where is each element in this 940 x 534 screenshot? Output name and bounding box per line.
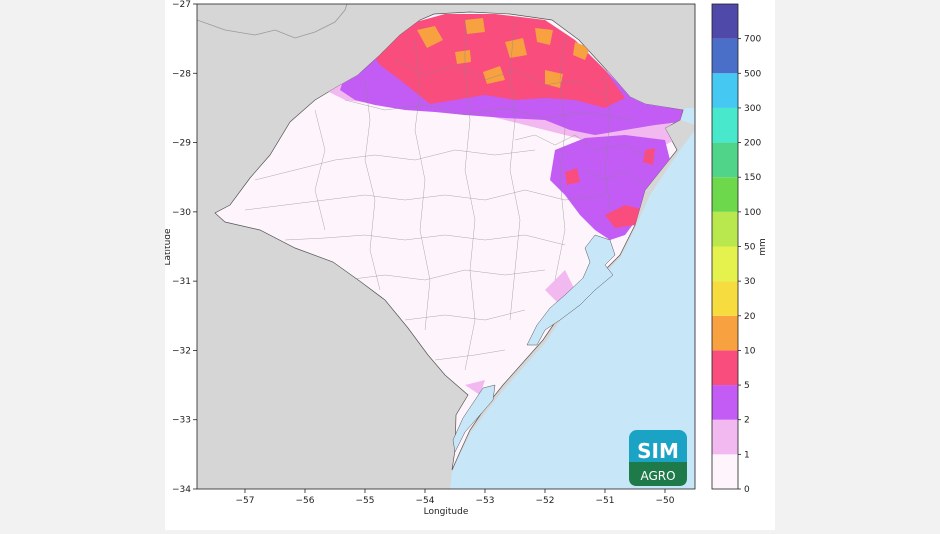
x-tick-label: −51 (596, 496, 615, 506)
y-tick-label: −32 (172, 346, 191, 356)
map-figure: −57 −56 −55 −54 −53 −52 −51 −50 −27 −28 −29 −30 −31… (163, 0, 775, 530)
x-axis: −57 −56 −55 −54 −53 −52 −51 −50 (236, 489, 675, 506)
colorbar-label: 300 (744, 104, 761, 114)
colorbar-segment (712, 142, 738, 178)
x-tick-label: −55 (356, 496, 375, 506)
colorbar-segment (712, 211, 738, 247)
colorbar-label: 1 (744, 450, 750, 460)
colorbar-segment (712, 4, 738, 39)
colorbar-segment (712, 281, 738, 316)
rain-zone-5-10-east (565, 148, 655, 228)
y-tick-label: −28 (172, 69, 191, 79)
x-tick-label: −56 (296, 496, 315, 506)
colorbar-label: 5 (744, 381, 750, 391)
colorbar-unit-label: mm (758, 238, 768, 256)
x-tick-label: −52 (536, 496, 555, 506)
colorbar-segment (712, 419, 738, 455)
lagoon-mirim (452, 384, 496, 453)
y-tick-label: −29 (172, 139, 191, 149)
map-svg: −57 −56 −55 −54 −53 −52 −51 −50 −27 −28 −29 −30 −31… (163, 0, 768, 517)
y-axis-label: Latitude (165, 228, 173, 266)
colorbar-label: 30 (744, 277, 756, 287)
colorbar-segment (712, 246, 738, 282)
y-tick-label: −34 (172, 485, 191, 495)
colorbar-label: 700 (744, 35, 761, 45)
y-tick-label: −33 (172, 416, 191, 426)
simagro-logo: SIM AGRO (629, 430, 687, 486)
colorbar-label: 10 (744, 346, 756, 356)
colorbar-segment (712, 107, 738, 143)
municipal-boundaries (244, 19, 656, 371)
y-tick-label: −30 (172, 208, 191, 218)
colorbar-segment (712, 38, 738, 74)
x-axis-label: Longitude (424, 507, 469, 517)
lagoon-patos (526, 234, 616, 346)
colorbar-label: 100 (744, 208, 761, 218)
neighbour-border (197, 4, 348, 39)
colorbar-label: 2 (744, 416, 750, 426)
colorbar-label: 0 (744, 485, 750, 495)
rain-zone-1-2-south (465, 270, 575, 450)
x-tick-label: −53 (476, 496, 495, 506)
colorbar-label: 500 (744, 69, 761, 79)
colorbar-segment (712, 315, 738, 351)
y-axis: −27 −28 −29 −30 −31 −32 −33 −34 (172, 0, 197, 495)
colorbar-label: 150 (744, 173, 761, 183)
x-tick-label: −57 (236, 496, 255, 506)
x-tick-label: −50 (656, 496, 675, 506)
colorbar-label: 50 (744, 243, 756, 253)
colorbar-segment (712, 73, 738, 108)
logo-line2: AGRO (640, 469, 675, 483)
colorbar-segment (712, 385, 738, 420)
y-tick-label: −27 (172, 0, 191, 10)
colorbar-segment (712, 350, 738, 386)
logo-line1: SIM (637, 439, 679, 463)
colorbar-segment (712, 177, 738, 212)
rain-zone-10-20 (417, 18, 590, 88)
colorbar-segment (712, 454, 738, 489)
y-tick-label: −31 (172, 277, 191, 287)
x-tick-label: −54 (416, 496, 435, 506)
plot-frame (196, 3, 696, 490)
colorbar: 0 1 2 5 10 20 30 50 100 150 200 300 500 700 (711, 3, 761, 495)
colorbar-label: 20 (744, 312, 756, 322)
ocean-north (680, 108, 695, 125)
colorbar-label: 200 (744, 139, 761, 149)
